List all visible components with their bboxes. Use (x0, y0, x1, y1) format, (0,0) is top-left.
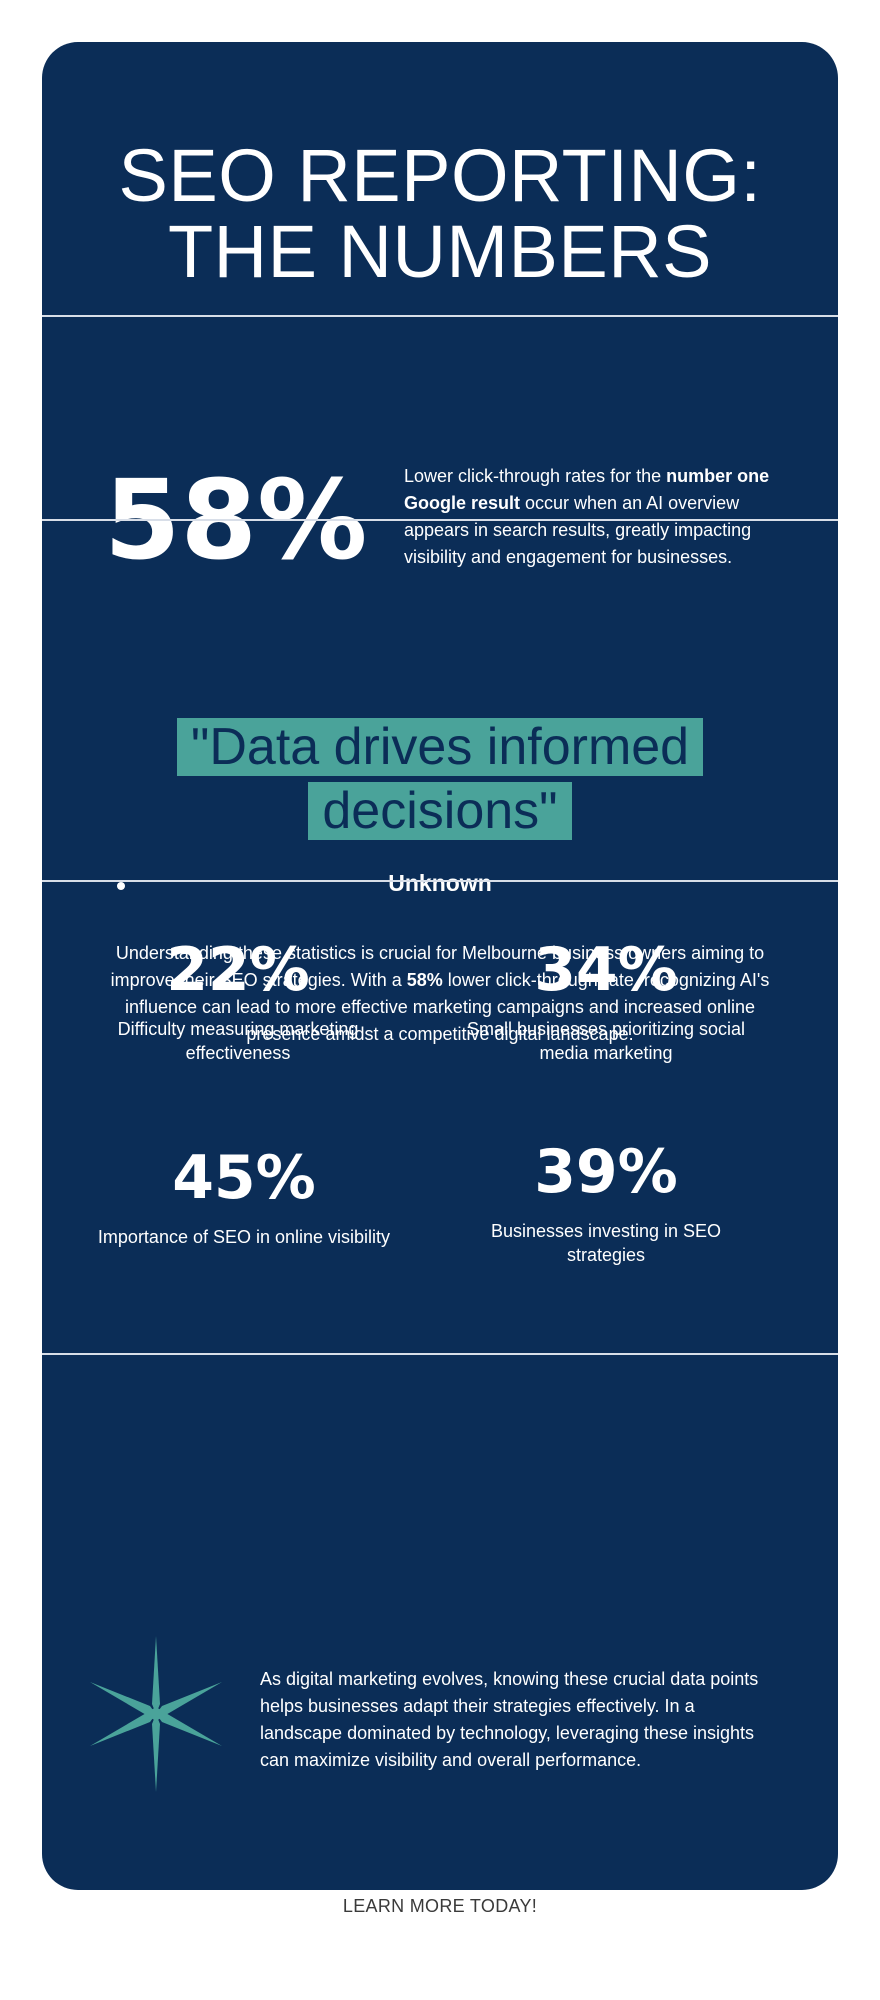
quote-paragraph: Understanding these statistics is crucia… (110, 943, 770, 1044)
closing-paragraph: As digital marketing evolves, knowing th… (260, 1669, 759, 1770)
stat-label: Difficulty measuring marketing effective… (117, 1019, 359, 1063)
section-divider (42, 315, 838, 317)
title-line-1: SEO REPORTING: (118, 134, 762, 217)
stat-label: Small businesses prioritizing social med… (466, 1019, 746, 1063)
stat-card: 39% Businesses investing in SEO strategi… (456, 1139, 756, 1267)
quote-text: "Data drives informed decisions" (176, 718, 704, 840)
section-divider (42, 519, 838, 521)
stat-card: 34% Small businesses prioritizing social… (456, 937, 756, 1065)
stat-label: Businesses investing in SEO strategies (490, 1221, 722, 1265)
highlight-description: Lower click-through rates for the number… (404, 466, 770, 567)
title-line-2: THE NUMBERS (167, 210, 713, 293)
stat-card: 45% Importance of SEO in online visibili… (94, 1145, 394, 1249)
sparkle-star-icon (90, 1636, 222, 1792)
stat-label: Importance of SEO in online visibility (97, 1227, 391, 1247)
stat-card: 22% Difficulty measuring marketing effec… (88, 937, 388, 1065)
section-divider (42, 880, 838, 882)
learn-more-link[interactable]: LEARN MORE TODAY! (342, 1896, 538, 1916)
page-title: SEO REPORTING: THE NUMBERS (42, 138, 838, 290)
stat-value: 34% (534, 935, 678, 1005)
infographic-card: SEO REPORTING: THE NUMBERS 58% Lower cli… (42, 42, 838, 1890)
quote-section: "Data drives informed decisions" (42, 715, 838, 843)
stat-value: 39% (534, 1137, 678, 1207)
quote-author: Unknown (388, 870, 492, 896)
stat-value: 45% (172, 1143, 316, 1213)
section-divider (42, 1353, 838, 1355)
bullet-dot (117, 882, 125, 890)
stat-value: 22% (166, 935, 310, 1005)
